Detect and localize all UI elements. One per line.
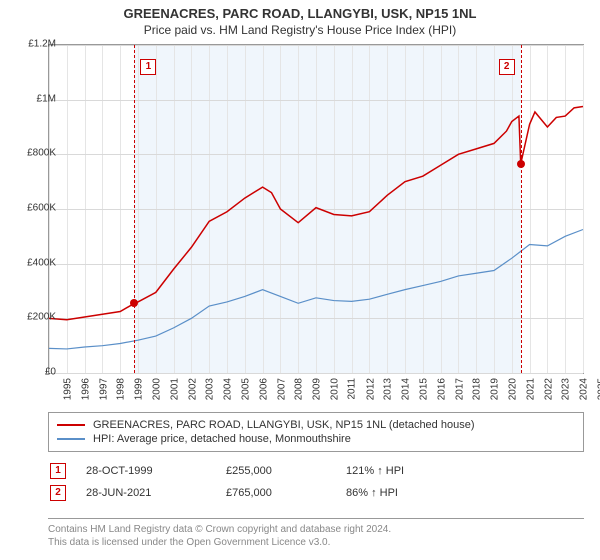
x-axis-label: 2018: [472, 378, 483, 400]
x-axis-label: 1997: [98, 378, 109, 400]
x-axis-label: 2010: [329, 378, 340, 400]
x-axis-label: 2003: [205, 378, 216, 400]
x-axis-label: 1995: [62, 378, 73, 400]
x-axis-label: 1998: [116, 378, 127, 400]
x-axis-label: 2016: [436, 378, 447, 400]
event-row: 128-OCT-1999£255,000121% ↑ HPI: [48, 460, 584, 482]
event-row: 228-JUN-2021£765,00086% ↑ HPI: [48, 482, 584, 504]
x-axis-label: 2021: [525, 378, 536, 400]
y-axis-label: £600K: [8, 203, 60, 214]
event-table: 128-OCT-1999£255,000121% ↑ HPI228-JUN-20…: [48, 460, 584, 504]
marker-badge: 2: [499, 59, 515, 75]
x-axis-label: 1999: [133, 378, 144, 400]
y-axis-label: £0: [8, 367, 60, 378]
y-axis-label: £1M: [8, 93, 60, 104]
x-axis-label: 2022: [543, 378, 554, 400]
x-axis-label: 2023: [561, 378, 572, 400]
legend: GREENACRES, PARC ROAD, LLANGYBI, USK, NP…: [48, 412, 584, 452]
chart-subtitle: Price paid vs. HM Land Registry's House …: [0, 21, 600, 37]
y-axis-label: £400K: [8, 257, 60, 268]
y-axis-label: £1.2M: [8, 39, 60, 50]
x-axis-label: 2025: [596, 378, 600, 400]
x-axis-label: 2014: [400, 378, 411, 400]
plot-area: 12: [48, 44, 584, 374]
x-axis-label: 2002: [187, 378, 198, 400]
x-axis-label: 2013: [383, 378, 394, 400]
footer-line1: Contains HM Land Registry data © Crown c…: [48, 523, 584, 536]
x-axis-label: 2015: [418, 378, 429, 400]
x-axis-label: 2011: [346, 378, 357, 400]
legend-item: GREENACRES, PARC ROAD, LLANGYBI, USK, NP…: [57, 418, 575, 432]
chart-title: GREENACRES, PARC ROAD, LLANGYBI, USK, NP…: [0, 0, 600, 21]
x-axis-label: 2007: [276, 378, 287, 400]
chart-container: GREENACRES, PARC ROAD, LLANGYBI, USK, NP…: [0, 0, 600, 560]
x-axis-label: 2005: [240, 378, 251, 400]
y-axis-label: £200K: [8, 312, 60, 323]
x-axis-label: 2004: [222, 378, 233, 400]
x-axis-label: 2008: [294, 378, 305, 400]
x-axis-label: 2001: [169, 378, 180, 400]
x-axis-label: 2020: [507, 378, 518, 400]
y-axis-label: £800K: [8, 148, 60, 159]
footer: Contains HM Land Registry data © Crown c…: [48, 518, 584, 549]
x-axis-label: 1996: [80, 378, 91, 400]
x-axis-label: 2006: [258, 378, 269, 400]
x-axis-label: 2017: [454, 378, 465, 400]
marker-badge: 1: [140, 59, 156, 75]
chart-lines: [49, 45, 583, 373]
footer-line2: This data is licensed under the Open Gov…: [48, 536, 584, 549]
x-axis-label: 2000: [151, 378, 162, 400]
x-axis-label: 2024: [578, 378, 589, 400]
x-axis-label: 2012: [365, 378, 376, 400]
x-axis-label: 2019: [489, 378, 500, 400]
legend-item: HPI: Average price, detached house, Monm…: [57, 432, 575, 446]
x-axis-label: 2009: [311, 378, 322, 400]
